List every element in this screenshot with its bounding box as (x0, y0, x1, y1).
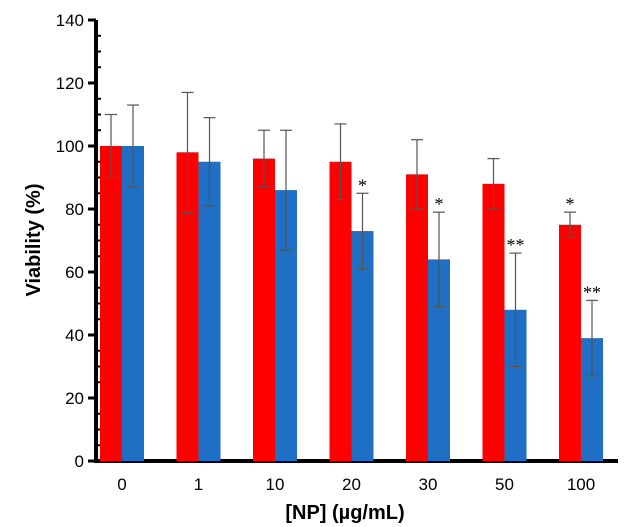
tick-labels: 0 20 40 60 80 100 120 140 0 1 10 20 30 50 100 (56, 11, 596, 494)
bar (122, 146, 144, 461)
significance-marks: ******* (358, 175, 601, 302)
error-bars (105, 91, 598, 377)
y-axis-title: Viability (%) (23, 184, 45, 297)
bar (504, 309, 527, 461)
bar (275, 190, 297, 461)
x-tick-label: 10 (266, 475, 285, 494)
bar (198, 161, 221, 461)
x-tick-label: 100 (567, 475, 595, 494)
y-tick-label: 100 (56, 137, 84, 156)
significance-mark: ** (507, 235, 525, 255)
x-axis-title: [NP] (µg/mL) (285, 502, 404, 524)
significance-mark: * (435, 194, 444, 214)
bar (406, 174, 428, 461)
x-tick-label: 0 (117, 475, 126, 494)
bar (428, 259, 450, 461)
bar (253, 158, 275, 461)
y-tick-label: 60 (65, 263, 84, 282)
bar (559, 224, 581, 461)
bar (100, 146, 122, 461)
bar (329, 161, 352, 461)
bar (482, 183, 505, 462)
x-tick-label: 1 (194, 475, 203, 494)
bar (351, 231, 374, 461)
significance-mark: ** (583, 282, 601, 302)
x-tick-label: 20 (342, 475, 361, 494)
significance-mark: * (358, 175, 367, 195)
bar (176, 152, 199, 462)
y-tick-label: 120 (56, 74, 84, 93)
y-tick-label: 40 (65, 326, 84, 345)
bars (100, 146, 603, 462)
y-tick-label: 80 (65, 200, 84, 219)
bar (581, 338, 603, 461)
significance-mark: * (566, 194, 575, 214)
y-tick-label: 0 (75, 452, 84, 471)
x-tick-label: 30 (419, 475, 438, 494)
y-tick-label: 140 (56, 11, 84, 30)
x-tick-label: 50 (495, 475, 514, 494)
y-tick-label: 20 (65, 389, 84, 408)
